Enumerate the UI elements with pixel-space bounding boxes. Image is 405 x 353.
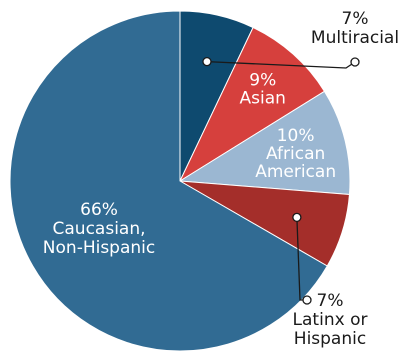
pie-slice-caucasian-non-hispanic: [9, 10, 328, 352]
slice-label-caucasian-non-hispanic: 66% Caucasian, Non-Hispanic: [43, 200, 155, 258]
pie-slices: [9, 10, 351, 352]
slice-label-line: Caucasian,: [53, 219, 146, 239]
leader-dot: [292, 212, 302, 222]
leader-lines: [202, 56, 360, 305]
slice-label-line: Multiracial: [311, 28, 399, 48]
leader-dot: [350, 57, 360, 67]
slice-label-multiracial: 7% Multiracial: [311, 9, 399, 48]
slice-label-line: Hispanic: [294, 329, 366, 349]
leader-dot: [302, 295, 312, 305]
slice-label-line: 7%: [317, 291, 344, 311]
pie-slice-african-american: [178, 90, 351, 196]
slice-label-latinx-or-hispanic: 7% Latinx or Hispanic: [293, 291, 368, 349]
slice-label-line: 66%: [80, 200, 118, 220]
slice-label-line: Latinx or: [293, 310, 368, 330]
slice-label-line: African: [266, 144, 325, 164]
slice-label-line: American: [255, 162, 336, 182]
leader-dot: [202, 56, 212, 67]
slice-label-line: 7%: [342, 9, 369, 29]
slice-label-line: 10%: [277, 126, 315, 146]
slice-label-line: 9%: [249, 71, 276, 91]
slice-label-asian: 9% Asian: [240, 71, 286, 109]
slice-label-line: Non-Hispanic: [43, 238, 155, 258]
slice-label-line: Asian: [240, 89, 286, 109]
slice-label-african-american: 10% African American: [255, 126, 336, 182]
